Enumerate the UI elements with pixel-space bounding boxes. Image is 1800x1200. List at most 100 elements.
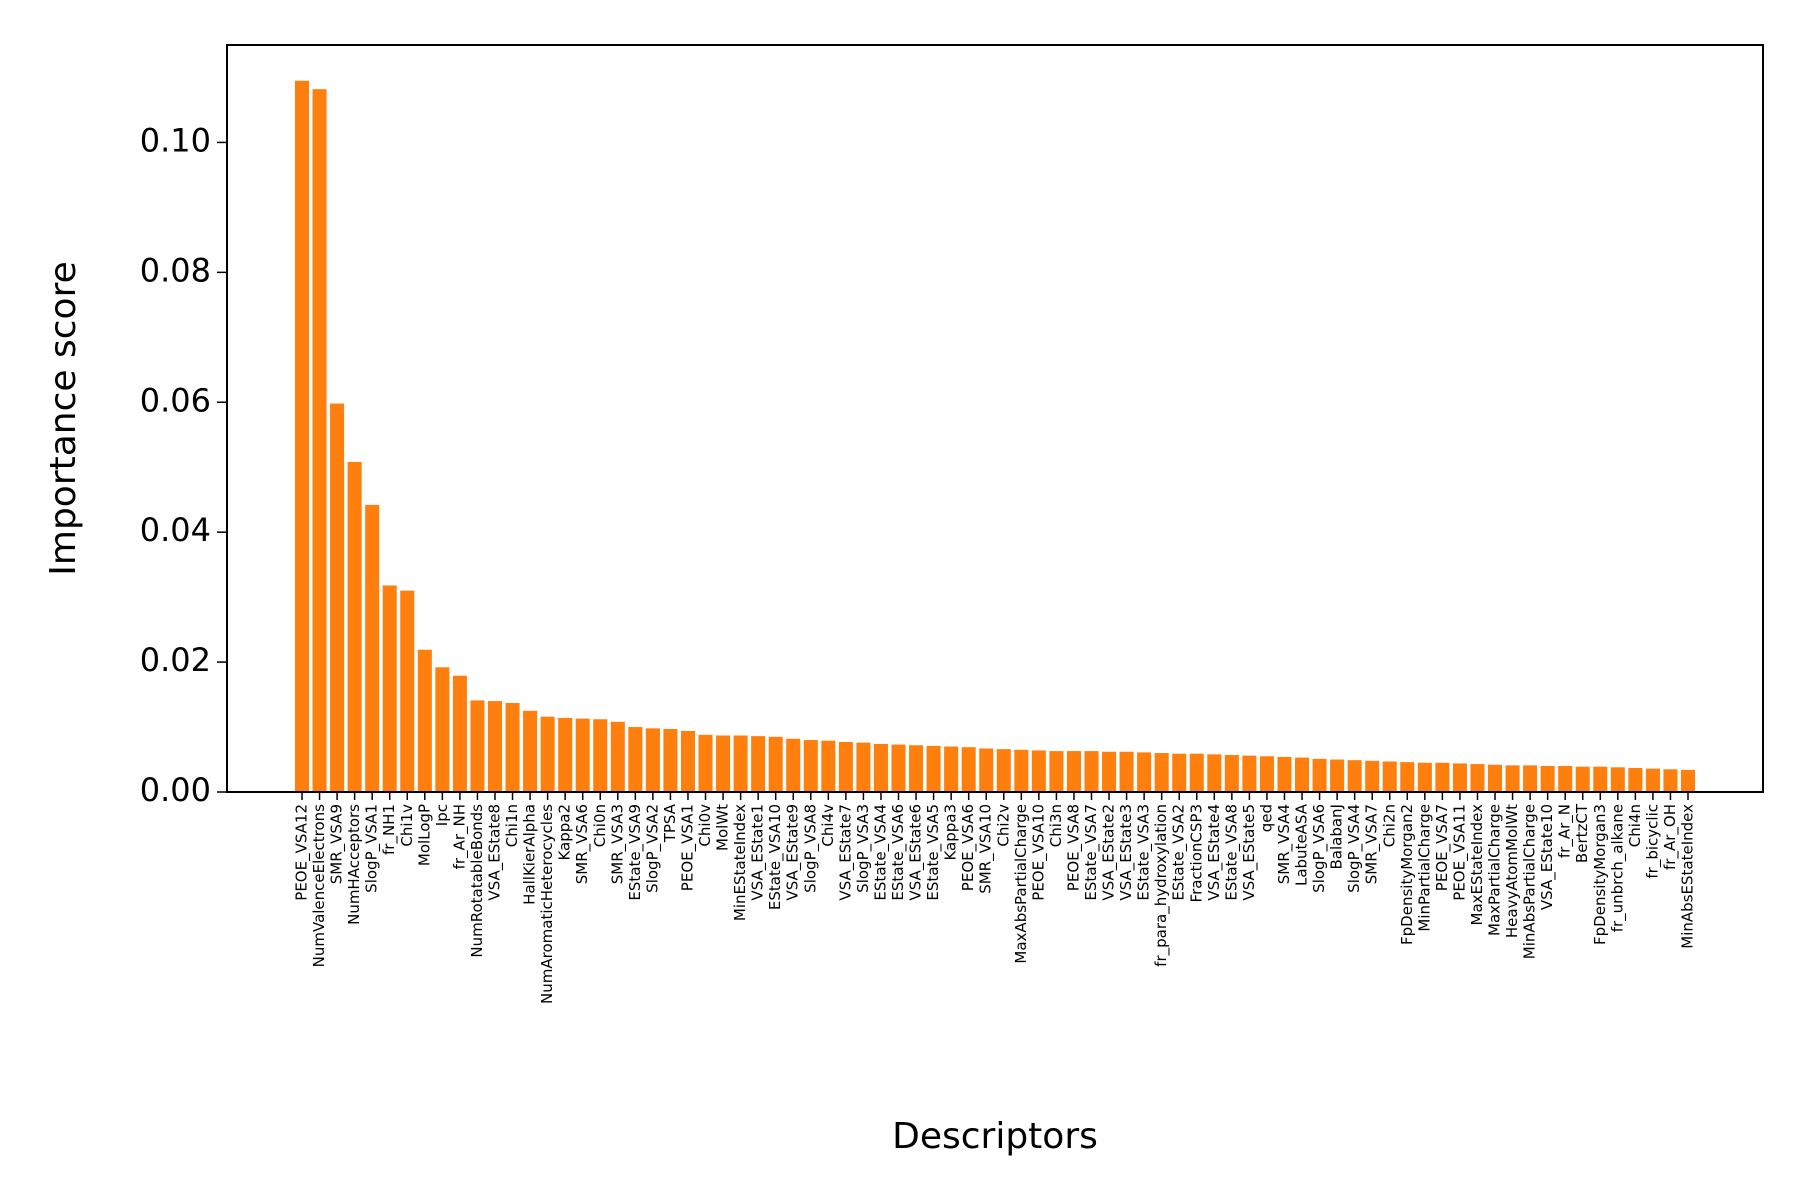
x-tick-label: MaxAbsPartialCharge <box>1012 804 1030 964</box>
x-tick-label: Chi2v <box>994 804 1012 847</box>
y-tick-label: 0.00 <box>140 771 211 809</box>
x-tick-label: Ipc <box>433 804 451 826</box>
x-tick-label: EState_VSA7 <box>1082 804 1101 901</box>
bar-Chi0n <box>593 719 608 792</box>
bar-NumRotatableBonds <box>470 700 485 792</box>
bar-HeavyAtomMolWt <box>1505 765 1520 792</box>
bar-MinAbsEStateIndex <box>1680 769 1696 792</box>
x-tick-label: fr_unbrch_alkane <box>1608 804 1627 932</box>
bar-EState_VSA5 <box>926 745 941 792</box>
y-tick-label: 0.08 <box>140 251 211 289</box>
bar-Chi2v <box>996 749 1011 792</box>
bar-SlogP_VSA1 <box>365 504 380 792</box>
x-tick-label: Chi1v <box>398 804 416 847</box>
x-tick-label: MinAbsPartialCharge <box>1521 804 1539 959</box>
x-axis: PEOE_VSA12 NumValenceElectrons SMR_VSA9 Num… <box>293 792 1697 1004</box>
bar-fr_NH1 <box>382 585 397 792</box>
x-tick-label: LabuteASA <box>1293 803 1311 886</box>
x-tick-label: fr_NH1 <box>380 804 399 855</box>
x-tick-label: FractionCSP3 <box>1187 804 1205 902</box>
bar-Chi1v <box>400 590 415 792</box>
bar-PEOE_VSA6 <box>961 747 976 792</box>
bar-LabuteASA <box>1295 757 1310 792</box>
bar-SMR_VSA6 <box>575 718 590 792</box>
x-tick-label: EState_VSA5 <box>924 804 943 901</box>
x-tick-label: SMR_VSA6 <box>573 804 592 884</box>
x-tick-label: MaxEStateIndex <box>1468 804 1486 926</box>
bar-qed <box>1259 756 1274 792</box>
x-tick-label: VSA_EState2 <box>1100 804 1119 901</box>
x-tick-label: SMR_VSA9 <box>328 804 347 884</box>
bar-Chi0v <box>698 734 713 792</box>
x-tick-label: VSA_EState9 <box>784 804 803 901</box>
bar-NumValenceElectrons <box>312 89 327 793</box>
x-tick-label: Chi0v <box>696 804 714 847</box>
bar-TPSA <box>663 728 678 792</box>
x-tick-label: SlogP_VSA4 <box>1345 804 1364 893</box>
bar-MaxPartialCharge <box>1487 764 1503 792</box>
bar-VSA_EState8 <box>487 701 503 792</box>
bar-VSA_EState7 <box>838 741 853 792</box>
x-tick-label: fr_bicyclic <box>1643 804 1662 879</box>
bar-SlogP_VSA4 <box>1347 760 1362 792</box>
bar-Chi4n <box>1628 767 1643 792</box>
bar-SMR_VSA9 <box>330 403 345 792</box>
bar-MinAbsPartialCharge <box>1523 765 1538 792</box>
bar-BalabanJ <box>1330 759 1345 792</box>
bar-EState_VSA9 <box>628 727 643 792</box>
x-tick-label: FpDensityMorgan3 <box>1591 804 1609 945</box>
x-tick-label: SlogP_VSA6 <box>1310 804 1329 893</box>
plot-frame <box>226 44 1764 793</box>
x-tick-label: TPSA <box>661 803 679 843</box>
bar-EState_VSA10 <box>768 736 783 792</box>
bar-EState_VSA8 <box>1224 754 1239 792</box>
x-tick-label: NumValenceElectrons <box>310 804 328 968</box>
bar-fr_para_hydroxylation <box>1154 753 1169 792</box>
x-tick-label: Chi0n <box>591 804 609 847</box>
x-tick-label: EState_VSA8 <box>1222 804 1241 901</box>
bar-Chi3n <box>1049 751 1064 792</box>
bar-VSA_EState3 <box>1119 751 1134 792</box>
bar-EState_VSA6 <box>891 744 906 792</box>
bar-SMR_VSA4 <box>1277 756 1292 792</box>
y-axis-label: Importance score <box>43 261 84 575</box>
bar-FpDensityMorgan2 <box>1400 762 1415 792</box>
x-tick-label: FpDensityMorgan2 <box>1398 804 1416 945</box>
x-tick-label: VSA_EState10 <box>1538 804 1557 910</box>
x-tick-label: VSA_EState7 <box>836 804 855 901</box>
x-tick-label: PEOE_VSA10 <box>1029 804 1048 901</box>
bar-VSA_EState10 <box>1540 766 1555 792</box>
bars-group <box>294 80 1696 793</box>
bar-MaxEStateIndex <box>1470 764 1485 792</box>
bar-EState_VSA7 <box>1084 751 1099 792</box>
bar-FractionCSP3 <box>1189 753 1204 792</box>
x-tick-label: fr_para_hydroxylation <box>1152 804 1171 967</box>
y-tick-label: 0.10 <box>140 121 211 159</box>
x-tick-label: Chi3n <box>1047 804 1065 847</box>
bar-MinPartialCharge <box>1417 762 1432 792</box>
x-tick-label: SMR_VSA4 <box>1275 804 1294 884</box>
bar-Chi1n <box>505 703 520 792</box>
x-tick-label: fr_Ar_NH <box>450 804 469 869</box>
x-tick-label: PEOE_VSA1 <box>678 804 697 891</box>
bar-PEOE_VSA11 <box>1452 763 1467 792</box>
bar-PEOE_VSA1 <box>680 730 695 792</box>
x-tick-label: fr_Ar_OH <box>1661 804 1680 870</box>
bar-SMR_VSA10 <box>979 748 994 792</box>
x-tick-label: SlogP_VSA3 <box>854 804 873 893</box>
x-tick-label: HallKierAlpha <box>521 804 539 905</box>
x-tick-label: VSA_EState1 <box>749 804 768 901</box>
bar-BertzCT <box>1575 766 1590 792</box>
x-tick-label: MinEStateIndex <box>731 804 749 921</box>
x-tick-label: NumAromaticHeterocycles <box>538 804 556 1004</box>
bar-MolLogP <box>417 649 432 792</box>
x-tick-label: Kappa2 <box>556 804 574 861</box>
bar-fr_unbrch_alkane <box>1610 767 1625 792</box>
bar-SlogP_VSA8 <box>803 740 818 792</box>
bar-Chi2n <box>1382 761 1397 792</box>
x-tick-label: VSA_EState3 <box>1117 804 1136 901</box>
x-tick-label: SlogP_VSA8 <box>801 804 820 893</box>
bar-fr_Ar_OH <box>1663 769 1678 792</box>
